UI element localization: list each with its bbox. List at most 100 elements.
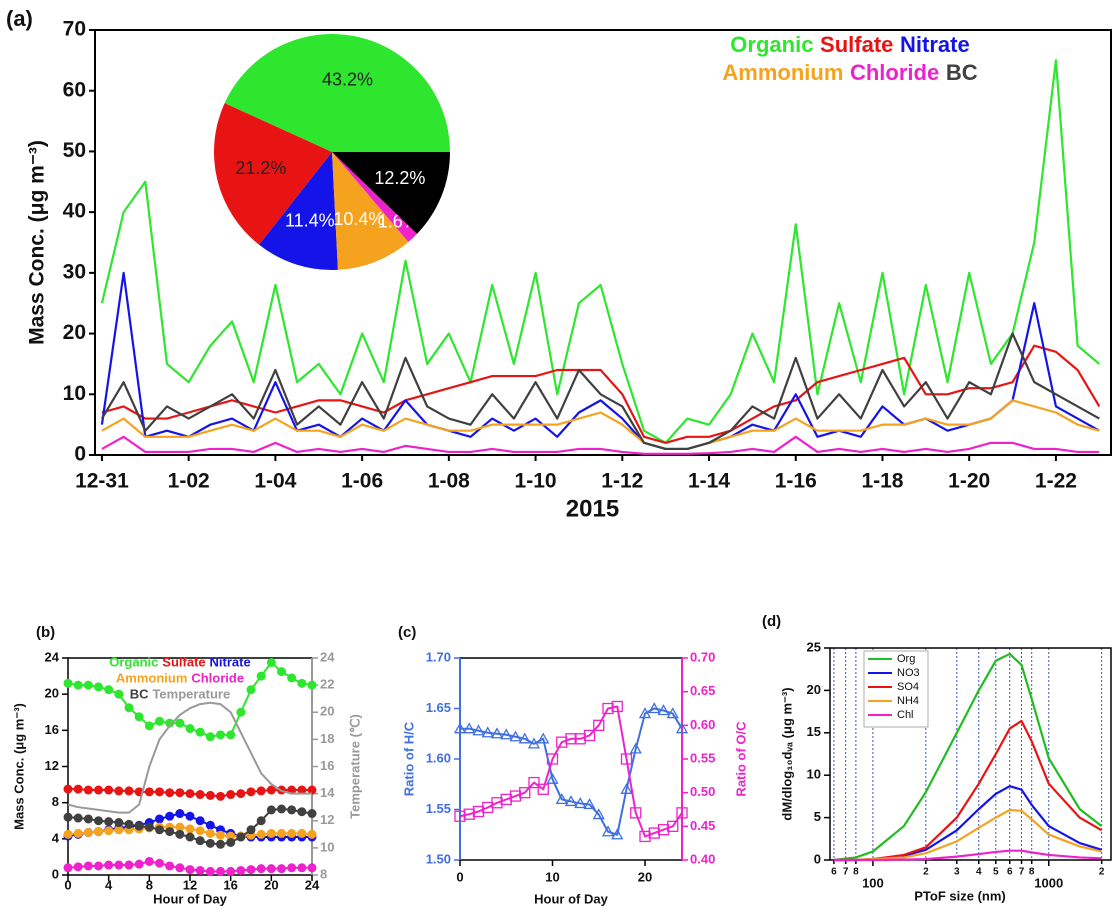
- legend-entry: Chloride: [850, 60, 939, 85]
- y2-tick-label: 0.45: [690, 818, 715, 833]
- marker: [601, 825, 615, 837]
- marker: [537, 732, 550, 744]
- marker: [307, 863, 317, 873]
- marker: [114, 825, 124, 835]
- marker: [307, 785, 317, 795]
- pie-label: 43.2%: [322, 69, 373, 89]
- marker: [63, 829, 73, 839]
- x-tick-label: 10: [545, 869, 559, 884]
- marker: [629, 742, 642, 754]
- series-line: [101, 435, 1100, 455]
- y2-tick-label: 0.70: [690, 649, 715, 664]
- marker: [205, 838, 215, 848]
- marker: [226, 790, 236, 800]
- series-line: [100, 59, 1100, 444]
- pie-label: 10.4%: [333, 209, 384, 229]
- marker: [630, 807, 642, 819]
- pie-slice: [214, 103, 332, 245]
- x-tick-label: 1-22: [1035, 470, 1077, 493]
- series-line: [833, 652, 1103, 862]
- x-tick-label: 8: [1029, 867, 1035, 878]
- y-tick-label: 25: [807, 639, 821, 654]
- marker: [195, 865, 205, 875]
- marker: [246, 685, 256, 695]
- marker: [583, 729, 596, 742]
- y-tick-label: 15: [807, 724, 821, 739]
- y-tick-label: 24: [45, 649, 60, 664]
- y2-tick-label: 0.50: [690, 784, 715, 799]
- marker: [226, 831, 236, 841]
- marker: [144, 822, 154, 832]
- marker: [94, 785, 103, 795]
- marker: [226, 730, 236, 740]
- y2-tick-label: 14: [320, 785, 335, 800]
- marker: [205, 866, 215, 876]
- x-tick-label: 3: [954, 867, 960, 878]
- marker: [287, 863, 297, 873]
- marker: [266, 805, 276, 815]
- x-tick-label: 1-16: [775, 470, 817, 493]
- marker: [205, 828, 215, 838]
- marker: [565, 733, 577, 745]
- y-tick-label: 1.55: [426, 801, 451, 816]
- y2-tick-label: 12: [320, 812, 334, 827]
- marker: [63, 678, 73, 688]
- marker: [676, 807, 688, 819]
- marker: [481, 726, 494, 738]
- marker: [256, 829, 266, 839]
- marker: [236, 789, 246, 799]
- x-axis-title: Hour of Day: [534, 891, 608, 906]
- y2-tick-label: 0.40: [690, 851, 715, 866]
- marker: [297, 678, 307, 688]
- marker: [185, 832, 195, 842]
- y2-axis-title: Temperature (℃): [347, 714, 362, 819]
- y2-tick-label: 22: [320, 677, 334, 692]
- marker: [155, 814, 164, 824]
- marker: [537, 783, 549, 795]
- marker: [472, 724, 485, 736]
- legend-entry: Ammonium: [116, 670, 188, 685]
- series-line: [100, 332, 1100, 451]
- y-tick-label: 0: [814, 851, 821, 866]
- pie-label: 11.4%: [285, 210, 335, 230]
- marker: [666, 707, 679, 719]
- x-tick-label: 4: [105, 877, 113, 892]
- y-tick-label: 0: [74, 443, 86, 466]
- marker: [236, 832, 246, 842]
- series-line: [101, 399, 1100, 451]
- marker: [155, 716, 164, 726]
- y-tick-label: 8: [52, 794, 59, 809]
- marker: [83, 828, 93, 838]
- marker: [83, 785, 93, 795]
- marker: [297, 828, 307, 838]
- y2-axis-title: Ratio of O/C: [733, 721, 748, 797]
- plot-frame: [94, 29, 1112, 456]
- marker: [124, 819, 134, 829]
- x-tick-label: 2: [1099, 867, 1105, 878]
- marker: [185, 789, 195, 799]
- marker: [519, 787, 531, 799]
- marker: [638, 707, 652, 719]
- pie-slice: [332, 152, 450, 234]
- marker: [185, 865, 195, 875]
- marker: [266, 828, 276, 838]
- marker: [195, 836, 205, 846]
- marker: [528, 776, 540, 789]
- marker: [134, 821, 144, 831]
- marker: [185, 811, 195, 821]
- marker: [583, 798, 596, 810]
- y-tick-label: 10: [807, 767, 821, 782]
- pie-label: 12.2%: [374, 168, 425, 188]
- marker: [104, 817, 114, 827]
- marker: [124, 786, 134, 796]
- series-line: [833, 808, 1102, 862]
- marker: [155, 858, 164, 868]
- marker: [546, 772, 559, 784]
- x-tick-label: 1-20: [948, 470, 990, 493]
- x-tick-label: 20: [638, 869, 652, 884]
- marker: [639, 830, 651, 843]
- legend-entry: Sulfate: [162, 654, 205, 669]
- pie-slice: [224, 34, 450, 152]
- marker: [114, 818, 124, 828]
- marker: [83, 861, 93, 871]
